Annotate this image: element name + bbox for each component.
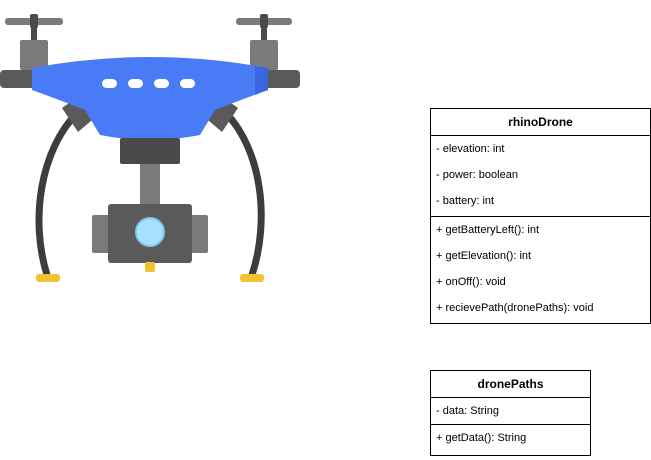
method[interactable]: + onOff(): void [436, 276, 506, 288]
drone-body [32, 57, 268, 140]
class-name: rhinoDrone [431, 109, 650, 136]
methods-section: + getBatteryLeft(): int + getElevation()… [431, 216, 650, 321]
gimbal-mount [120, 138, 180, 164]
attribute[interactable]: - power: boolean [436, 169, 518, 181]
gimbal-stem [140, 164, 160, 206]
drone-legs [35, 108, 265, 279]
class-box-rhinodrone[interactable]: rhinoDrone - elevation: int - power: boo… [430, 108, 651, 324]
attributes-section: - data: String [431, 398, 590, 424]
drone-foot-left [36, 274, 60, 282]
method[interactable]: + getBatteryLeft(): int [436, 224, 540, 236]
attributes-section: - elevation: int - power: boolean - batt… [431, 136, 650, 216]
drone-illustration [0, 14, 300, 282]
drone-body-shade [255, 66, 268, 95]
method[interactable]: + getElevation(): int [436, 250, 532, 262]
method[interactable]: + recievePath(dronePaths): void [436, 302, 594, 314]
methods-section: + getData(): String [431, 424, 590, 451]
camera [92, 204, 208, 272]
camera-lens [136, 218, 164, 246]
drone-lights [102, 79, 195, 88]
class-box-dronepaths[interactable]: dronePaths - data: String + getData(): S… [430, 370, 591, 456]
method[interactable]: + getData(): String [436, 432, 527, 444]
attribute[interactable]: - battery: int [436, 195, 495, 207]
drone-foot-right [240, 274, 264, 282]
attribute[interactable]: - elevation: int [436, 143, 505, 155]
attribute[interactable]: - data: String [436, 405, 499, 417]
class-name: dronePaths [431, 371, 590, 398]
